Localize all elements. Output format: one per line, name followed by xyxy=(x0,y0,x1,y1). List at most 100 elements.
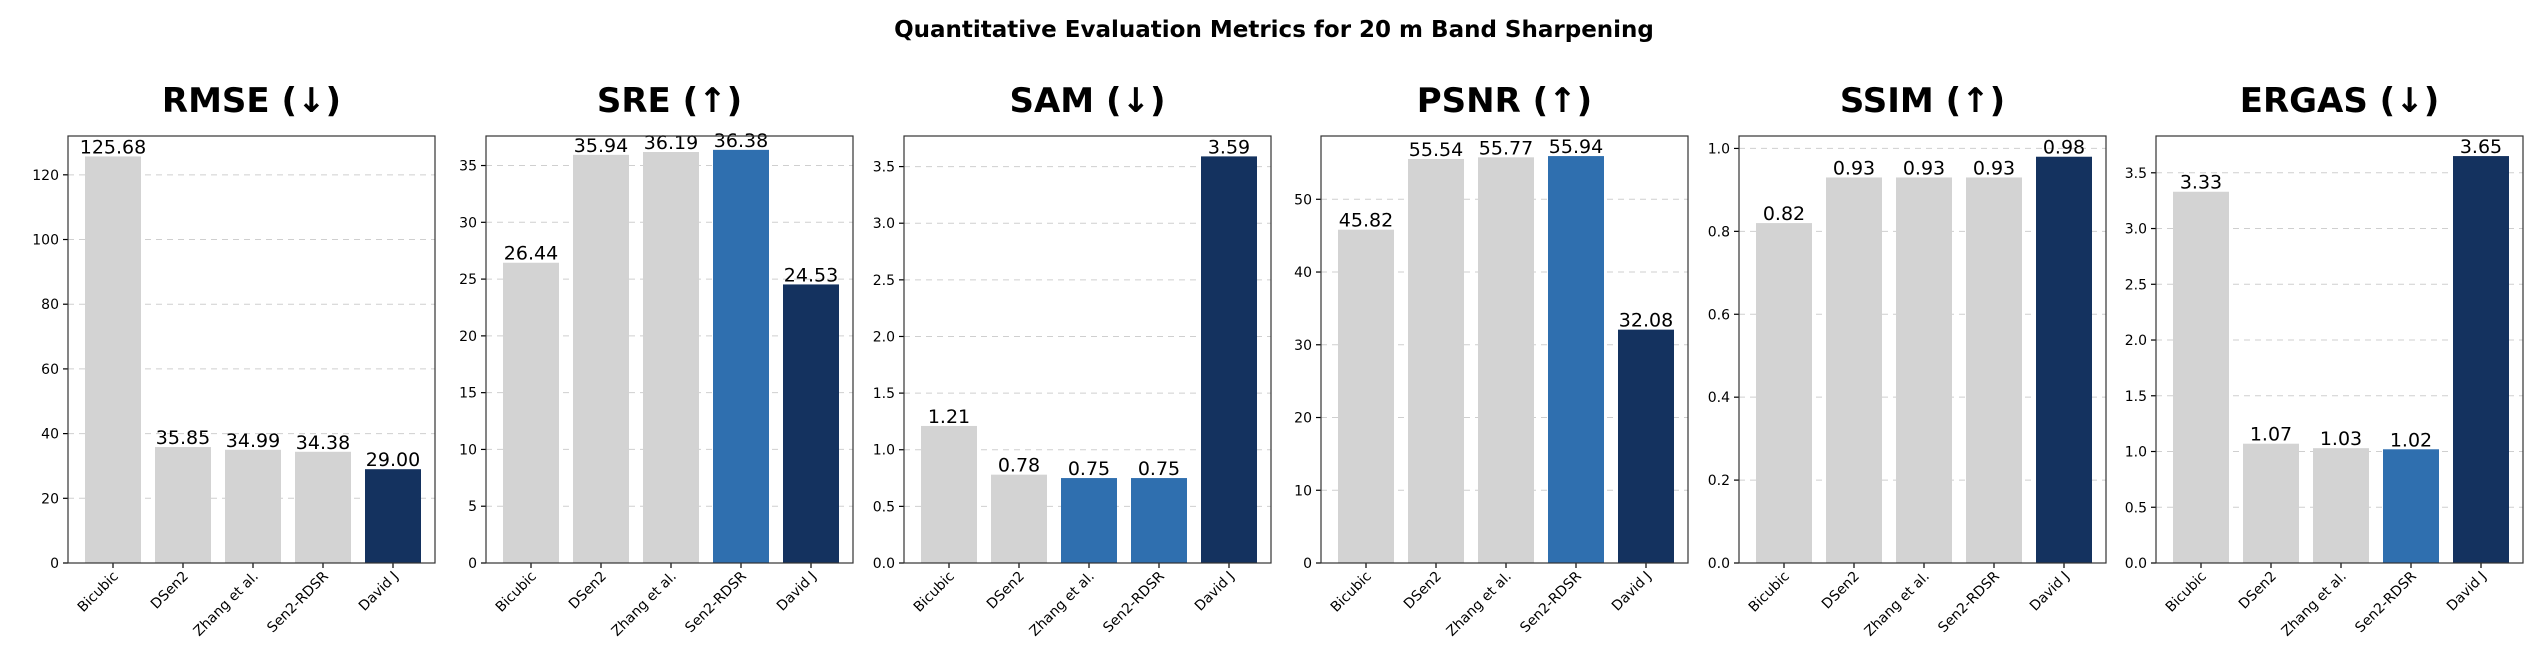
y-tick-label: 20 xyxy=(41,491,59,507)
y-tick-label: 50 xyxy=(1294,192,1312,208)
bar-david-j xyxy=(365,469,421,563)
y-tick-label: 0.0 xyxy=(2125,556,2147,572)
data-label: 1.07 xyxy=(2250,424,2292,446)
y-tick-label: 35 xyxy=(459,159,477,175)
data-label: 24.53 xyxy=(784,264,838,286)
x-tick-label: DSen2 xyxy=(2236,569,2280,613)
data-label: 0.75 xyxy=(1138,458,1180,480)
x-tick-label: Bicubic xyxy=(911,569,958,616)
data-label: 36.38 xyxy=(714,130,768,152)
chart-panel-3: SAM (↓) 1.21 Bicubic 0.78 DSen2 0.75 Zhang et … xyxy=(873,81,1272,640)
y-tick-label: 20 xyxy=(1294,411,1312,427)
y-tick-label: 0 xyxy=(468,556,477,572)
axes-frame xyxy=(2155,135,2524,564)
x-tick-label: Sen2-RDSR xyxy=(264,568,332,636)
y-tick-label: 120 xyxy=(32,168,59,184)
y-tick-label: 2.0 xyxy=(873,329,895,345)
bar-bicubic xyxy=(2173,191,2229,563)
x-tick-label: David J xyxy=(774,569,820,615)
data-label: 3.33 xyxy=(2180,172,2222,194)
bar-zhang-et-al- xyxy=(1896,177,1952,564)
x-tick-label: Sen2-RDSR xyxy=(1935,568,2003,636)
x-tick-label: Zhang et al. xyxy=(1027,569,1098,640)
x-tick-label: DSen2 xyxy=(984,569,1028,613)
bar-david-j xyxy=(1201,156,1257,563)
x-tick-label: Bicubic xyxy=(493,569,540,616)
bar-bicubic xyxy=(503,262,559,563)
x-tick-label: DSen2 xyxy=(148,569,192,613)
x-tick-label: Sen2-RDSR xyxy=(682,568,750,636)
y-tick-label: 60 xyxy=(41,362,59,378)
chart-title: SAM (↓) xyxy=(1009,81,1165,121)
y-tick-label: 30 xyxy=(1294,338,1312,354)
y-tick-label: 0 xyxy=(1303,556,1312,572)
y-tick-label: 10 xyxy=(1294,483,1312,499)
data-label: 55.54 xyxy=(1409,139,1463,161)
bar-sen2-rdsr xyxy=(713,149,769,563)
bar-david-j xyxy=(783,284,839,563)
chart-title: PSNR (↑) xyxy=(1417,81,1592,121)
x-tick-label: David J xyxy=(1192,569,1238,615)
bar-sen2-rdsr xyxy=(2383,449,2439,563)
bar-david-j xyxy=(1618,329,1674,563)
data-label: 26.44 xyxy=(504,243,558,265)
x-tick-label: Zhang et al. xyxy=(2279,569,2350,640)
data-label: 55.77 xyxy=(1479,137,1533,159)
data-label: 3.59 xyxy=(1208,136,1250,158)
chart-panel-5: SSIM (↑) 0.82 Bicubic 0.93 DSen2 0.93 Zhang et… xyxy=(1708,81,2107,640)
bar-bicubic xyxy=(921,425,977,563)
y-tick-label: 15 xyxy=(459,386,477,402)
bar-dsen2 xyxy=(573,154,629,563)
y-tick-label: 80 xyxy=(41,297,59,313)
axes-frame xyxy=(485,135,854,564)
data-label: 29.00 xyxy=(366,449,420,471)
y-tick-label: 1.0 xyxy=(873,443,895,459)
data-label: 55.94 xyxy=(1549,136,1603,158)
chart-panel-1: RMSE (↓) 125.68 Bicubic 35.85 DSen2 34.99 Zhan… xyxy=(32,81,436,640)
y-tick-label: 3.0 xyxy=(2125,222,2147,238)
bar-sen2-rdsr xyxy=(295,451,351,563)
y-tick-label: 20 xyxy=(459,329,477,345)
chart-panel-6: ERGAS (↓) 3.33 Bicubic 1.07 DSen2 1.03 Zhang e… xyxy=(2125,81,2524,640)
data-label: 1.02 xyxy=(2390,429,2432,451)
bar-zhang-et-al- xyxy=(1061,478,1117,563)
x-tick-label: David J xyxy=(1609,569,1655,615)
bar-david-j xyxy=(2453,156,2509,564)
data-label: 32.08 xyxy=(1619,310,1673,332)
x-tick-label: Bicubic xyxy=(2163,569,2210,616)
axes-frame xyxy=(1320,135,1689,564)
bar-bicubic xyxy=(1338,229,1394,563)
chart-panels: RMSE (↓) 125.68 Bicubic 35.85 DSen2 34.99 Zhan… xyxy=(32,81,2524,640)
y-tick-label: 0.0 xyxy=(1708,556,1730,572)
y-tick-label: 0 xyxy=(50,556,59,572)
y-tick-label: 1.0 xyxy=(2125,445,2147,461)
chart-panel-4: PSNR (↑) 45.82 Bicubic 55.54 DSen2 55.77 Zhang… xyxy=(1294,81,1689,640)
bar-zhang-et-al- xyxy=(1478,157,1534,563)
x-tick-label: DSen2 xyxy=(1401,569,1445,613)
bar-dsen2 xyxy=(991,474,1047,563)
bar-zhang-et-al- xyxy=(225,449,281,563)
y-tick-label: 0.8 xyxy=(1708,224,1730,240)
y-tick-label: 5 xyxy=(468,499,477,515)
chart-title: SSIM (↑) xyxy=(1840,81,2005,121)
y-tick-label: 0.0 xyxy=(873,556,895,572)
bar-sen2-rdsr xyxy=(1966,177,2022,564)
bar-zhang-et-al- xyxy=(2313,448,2369,563)
y-tick-label: 0.2 xyxy=(1708,473,1730,489)
data-label: 45.82 xyxy=(1339,210,1393,232)
bar-sen2-rdsr xyxy=(1131,478,1187,563)
y-tick-label: 30 xyxy=(459,215,477,231)
y-tick-label: 2.5 xyxy=(2125,277,2147,293)
data-label: 0.98 xyxy=(2043,137,2085,159)
bar-bicubic xyxy=(1756,223,1812,563)
data-label: 1.21 xyxy=(928,406,970,428)
x-tick-label: Bicubic xyxy=(1328,569,1375,616)
bar-bicubic xyxy=(85,156,141,563)
x-tick-label: Zhang et al. xyxy=(609,569,680,640)
bar-dsen2 xyxy=(2243,443,2299,563)
data-label: 0.93 xyxy=(1833,157,1875,179)
data-label: 0.82 xyxy=(1763,203,1805,225)
x-tick-label: David J xyxy=(356,569,402,615)
y-tick-label: 0.5 xyxy=(2125,500,2147,516)
chart-panel-2: SRE (↑) 26.44 Bicubic 35.94 DSen2 36.19 Zhang … xyxy=(459,81,854,640)
